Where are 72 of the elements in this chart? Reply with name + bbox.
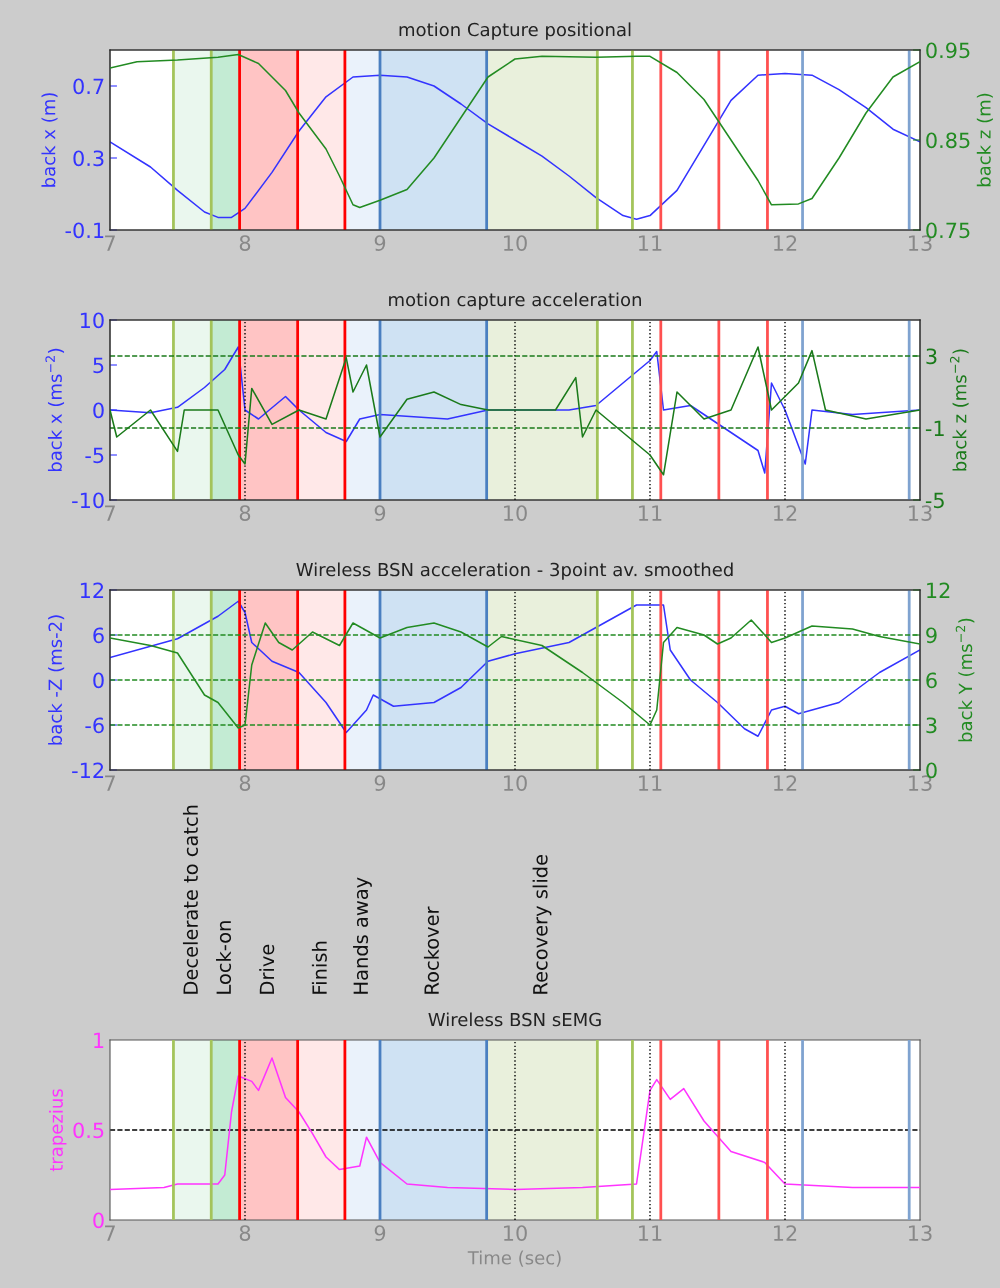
text: Rockover: [423, 906, 439, 994]
y2-tick-label: 3: [926, 348, 937, 365]
x-tick-label: 8: [239, 235, 251, 251]
y-tick-label: 0.5: [73, 1122, 104, 1139]
y-tick-label: 0: [93, 1212, 104, 1229]
y2-tick-label: 12: [927, 582, 950, 598]
y-tick-label: 0.7: [73, 78, 104, 95]
y-tick-label: 0: [93, 672, 104, 689]
y2-tick-label: 9: [926, 627, 937, 644]
text: Finish: [311, 941, 327, 994]
x-tick-label: 11: [639, 235, 662, 251]
y2-tick-label: 3: [926, 717, 937, 734]
x-tick-label: 7: [105, 505, 115, 521]
y-tick-label: 10: [80, 312, 104, 329]
line-series: [110, 600, 920, 738]
y2-axis-title: back Y (ms$^{−2}$): [955, 618, 975, 742]
x-tick-label: 10: [504, 235, 527, 251]
y2-tick-label: 6: [926, 672, 937, 689]
chart-title: motion Capture positional: [399, 22, 631, 40]
y-tick-label: 0: [93, 402, 104, 419]
y-axis-title: trapezius: [48, 1089, 67, 1172]
x-tick-label: 8: [239, 1225, 251, 1241]
y-tick-label: -10: [72, 492, 104, 509]
y-tick-label: -12: [72, 762, 104, 778]
x-tick-label: 11: [639, 775, 662, 791]
y-tick-label: -6: [85, 717, 104, 734]
line-series: [110, 53, 920, 209]
y-tick-label: 6: [93, 627, 104, 644]
y-axis-title: back x (ms$^{−2}$): [45, 348, 65, 472]
y-tick-label: 12: [80, 582, 104, 598]
y2-axis-title: back z (ms$^{−2}$): [949, 349, 969, 471]
x-axis-title: Time (sec): [467, 1250, 561, 1267]
text: Recovery slide: [532, 855, 552, 994]
y-tick-label: -5: [85, 447, 104, 464]
chart-title: motion capture acceleration: [389, 292, 641, 310]
x-tick-label: 9: [374, 1225, 386, 1241]
text: Decelerate to catch: [182, 805, 198, 994]
chart-title: Wireless BSN sEMG: [428, 1012, 601, 1027]
text: Drive: [259, 944, 275, 994]
x-tick-label: 9: [374, 235, 386, 251]
x-tick-label: 12: [774, 1225, 797, 1241]
y2-tick-label: 0.85: [926, 132, 970, 149]
x-tick-label: 7: [105, 775, 115, 791]
x-tick-label: 12: [774, 775, 797, 791]
line-series: [110, 72, 920, 220]
x-tick-label: 10: [504, 1225, 527, 1241]
y-tick-label: 0.3: [73, 150, 104, 167]
y2-axis-title: back z (m): [976, 93, 993, 187]
x-tick-label: 8: [239, 775, 251, 791]
x-tick-label: 9: [374, 505, 386, 521]
x-tick-label: 11: [639, 505, 662, 521]
y-axis-title: back x (m): [41, 93, 58, 187]
y2-tick-label: 0.95: [926, 42, 970, 59]
x-tick-label: 12: [774, 505, 797, 521]
x-tick-label: 11: [639, 1225, 662, 1241]
x-tick-label: 10: [504, 505, 527, 521]
x-tick-label: 8: [239, 505, 251, 521]
y-axis-title: back -Z (ms-2): [48, 615, 65, 745]
x-tick-label: 12: [774, 235, 797, 251]
x-tick-label: 7: [105, 1225, 115, 1241]
y-tick-label: 5: [93, 357, 104, 374]
y2-tick-label: -1: [925, 420, 944, 436]
line-series: [110, 1057, 920, 1191]
x-tick-label: 13: [909, 1225, 932, 1241]
text: Hands away: [353, 877, 372, 994]
y-tick-label: -0.1: [65, 222, 104, 239]
chart-title: Wireless BSN acceleration - 3point av. smoothed: [296, 562, 733, 580]
y-tick-label: 1: [94, 1032, 104, 1048]
x-tick-label: 9: [374, 775, 386, 791]
x-tick-label: 10: [504, 775, 527, 791]
x-tick-label: 7: [105, 235, 115, 251]
text: Lock-on: [216, 921, 232, 994]
